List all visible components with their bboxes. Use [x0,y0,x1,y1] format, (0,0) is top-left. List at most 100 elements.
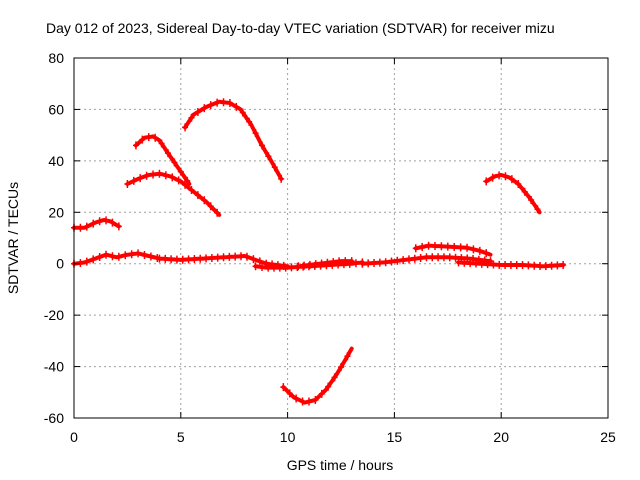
data-point [115,252,122,261]
data-point [139,135,146,144]
y-tick-label: -60 [44,410,64,426]
data-point [336,257,343,266]
series-arc-7 [412,241,493,258]
data-point [417,253,424,262]
data-point [226,252,233,261]
data-point [271,263,278,272]
data-point [452,253,459,262]
data-point [220,253,227,262]
data-point [371,259,378,268]
data-point [496,260,503,269]
data-point [83,257,90,266]
data-point [173,255,180,264]
data-point [208,253,215,262]
data-point [233,102,240,111]
x-tick-label: 25 [600,429,616,445]
data-point [171,158,178,167]
data-point [293,394,300,403]
data-point [483,249,490,258]
data-point [365,259,372,268]
data-point [232,252,239,261]
data-point [214,98,221,107]
data-point [525,261,532,270]
data-point [405,255,412,264]
data-point [483,177,490,186]
series-line [484,173,542,215]
data-point [537,262,544,271]
data-point [490,260,497,269]
data-point [444,242,451,251]
data-point [286,389,293,398]
data-point [164,149,171,158]
data-point [419,243,426,251]
data-point [207,202,214,211]
series-arc-3 [132,133,192,186]
data-point [258,141,265,150]
data-point [400,256,407,265]
data-point [271,163,278,172]
data-point [128,250,135,259]
data-point [77,223,84,232]
data-point [188,113,195,122]
data-point [306,260,313,269]
data-point [299,397,306,406]
series-line [125,171,222,217]
data-point [534,205,541,214]
data-point [528,195,535,204]
data-point [429,253,436,262]
y-axis-label: SDTVAR / TECUs [5,182,21,294]
data-point [560,261,567,269]
data-point [502,172,509,181]
data-point [220,98,227,107]
data-point [135,249,142,258]
plot-frame [73,57,609,419]
data-point [467,259,474,268]
data-point [152,133,159,142]
data-point [330,258,337,267]
data-point [489,173,496,182]
data-point [496,171,503,180]
data-point [143,171,150,180]
data-point [318,389,325,398]
data-point [515,180,522,188]
data-point [246,117,253,126]
data-point [342,257,349,266]
data-point [162,171,169,180]
data-point [194,191,201,200]
data-point [265,152,272,161]
data-point [185,255,192,264]
data-point [177,167,184,176]
data-point [158,139,165,148]
data-point [162,254,169,263]
y-tick-label: 0 [56,256,64,272]
data-point [502,261,509,269]
series-arc-9 [156,252,290,270]
data-point [280,383,287,392]
data-point [305,397,312,406]
data-point [325,382,332,391]
data-point [359,259,366,268]
data-point [348,257,355,266]
data-point [548,261,555,270]
data-point [188,186,195,194]
series-arc-12 [359,253,494,268]
series-arc-13 [455,258,567,271]
series-arc-1 [71,216,122,232]
data-point [394,256,401,265]
y-tick-label: 80 [48,50,64,66]
data-point [191,255,198,264]
data-point [109,252,116,261]
data-point [265,263,272,272]
data-point [446,253,453,262]
data-point [425,241,432,250]
data-point [278,174,285,183]
data-point [207,101,214,110]
data-point [156,254,163,263]
data-point [169,173,176,182]
data-point [175,176,182,185]
data-point [423,253,430,262]
data-point [258,263,265,272]
data-point [184,176,191,185]
data-point [122,251,129,260]
